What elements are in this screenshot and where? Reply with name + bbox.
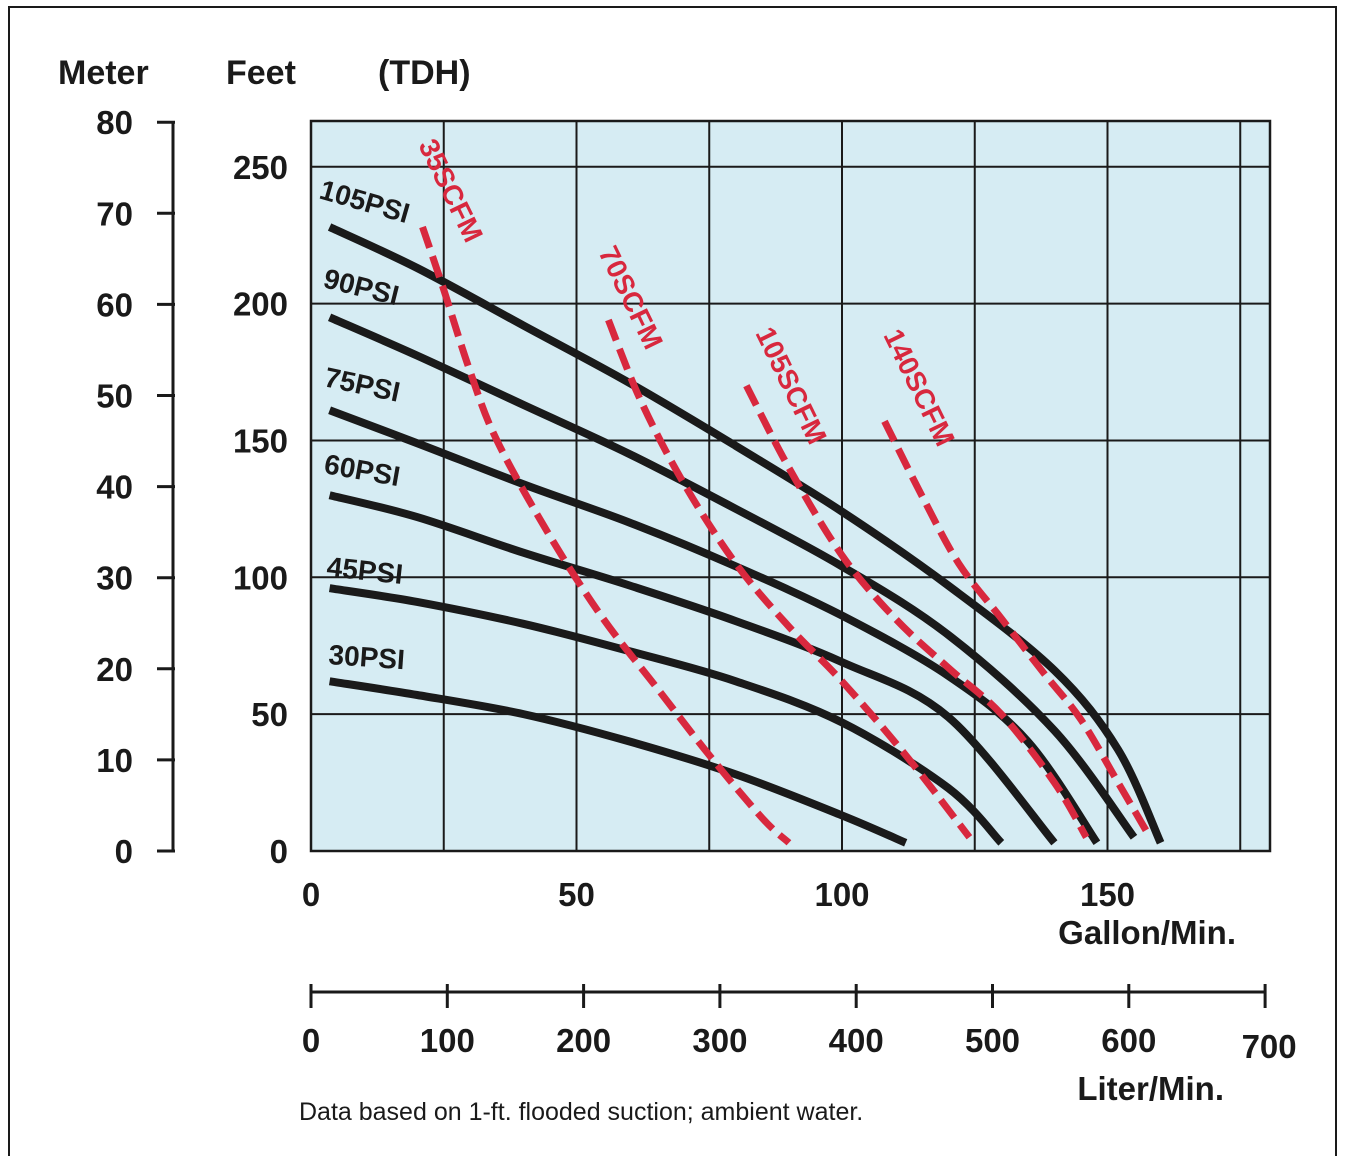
- axes: 0 50 100 150 200 250 0 10 20 30 40 50 60 70 80 0 50 100 15…: [96, 104, 1296, 1065]
- liter-tick-label: 100: [420, 1022, 475, 1059]
- series-line-30psi: [328, 677, 908, 847]
- feet-tick-label: 150: [233, 422, 288, 459]
- plot-background: [309, 119, 1272, 853]
- liter-tick-label: 200: [556, 1022, 611, 1059]
- series-line-105scfm: [743, 384, 1090, 840]
- series-line-140scfm: [881, 419, 1154, 840]
- scfm-curves: [419, 225, 1154, 846]
- meter-axis-title: Meter: [58, 54, 149, 92]
- meter-tick-label: 70: [96, 195, 133, 232]
- series-line-35scfm: [419, 225, 792, 846]
- feet-tick-label: 50: [251, 696, 288, 733]
- meter-tick-label: 60: [96, 286, 133, 323]
- series-line-60psi: [328, 491, 1058, 846]
- feet-axis-title: Feet: [226, 54, 296, 92]
- liter-tick-label: 0: [302, 1022, 320, 1059]
- chart-frame: [8, 6, 1337, 1156]
- series-label-30psi: 30PSI: [328, 639, 406, 675]
- series-line-45psi: [328, 584, 1005, 846]
- liter-tick-label: 600: [1101, 1022, 1156, 1059]
- gallon-tick-label: 0: [302, 876, 320, 913]
- meter-tick-label: 80: [96, 104, 133, 141]
- gallon-tick-label: 50: [558, 876, 595, 913]
- feet-tick-label: 100: [233, 559, 288, 596]
- footnote: Data based on 1-ft. flooded suction; amb…: [299, 1098, 863, 1126]
- gallon-axis-title: Gallon/Min.: [1058, 914, 1236, 951]
- feet-tick-label: 0: [270, 833, 288, 870]
- gallon-tick-label: 100: [814, 876, 869, 913]
- plot-area: [309, 119, 1272, 853]
- gallon-tick-label: 150: [1080, 876, 1135, 913]
- meter-tick-label: 10: [96, 742, 133, 779]
- liter-tick-label: 500: [965, 1022, 1020, 1059]
- meter-tick-label: 30: [96, 560, 133, 597]
- feet-tick-label: 200: [233, 286, 288, 323]
- meter-tick-label: 50: [96, 378, 133, 415]
- meter-tick-label: 40: [96, 469, 133, 506]
- liter-tick-label: 400: [829, 1022, 884, 1059]
- meter-tick-label: 0: [115, 833, 133, 870]
- feet-tick-label: 250: [233, 149, 288, 186]
- meter-tick-label: 20: [96, 651, 133, 688]
- series-line-70scfm: [605, 318, 973, 840]
- tdh-label: (TDH): [378, 54, 471, 92]
- liter-tick-label: 700: [1242, 1028, 1297, 1065]
- series-line-90psi: [327, 313, 1138, 840]
- liter-tick-label: 300: [692, 1022, 747, 1059]
- liter-axis-title: Liter/Min.: [1077, 1070, 1224, 1107]
